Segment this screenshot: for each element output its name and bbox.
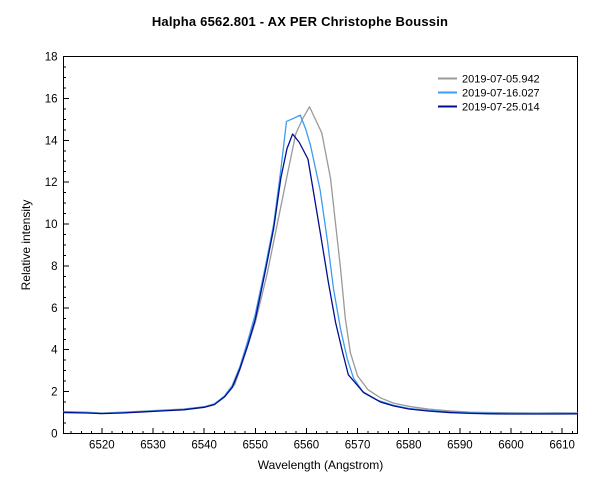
x-axis-tick-label: 6590 bbox=[447, 440, 473, 452]
x-axis-tick-label: 6600 bbox=[498, 440, 524, 452]
y-axis-tick-label: 18 bbox=[45, 52, 58, 64]
y-axis-tick-label: 4 bbox=[51, 345, 58, 357]
legend-label: 2019-07-05.942 bbox=[462, 74, 540, 86]
spectrum-line-2 bbox=[63, 133, 579, 415]
x-axis-tick-label: 6580 bbox=[396, 440, 422, 452]
x-axis-tick-label: 6540 bbox=[191, 440, 217, 452]
spectrum-line-0 bbox=[63, 106, 579, 414]
y-axis-tick-label: 16 bbox=[45, 93, 58, 105]
chart-title: Halpha 6562.801 - AX PER Christophe Bous… bbox=[151, 14, 449, 29]
x-axis-tick-label: 6550 bbox=[242, 440, 268, 452]
x-axis-tick-label: 6530 bbox=[140, 440, 166, 452]
y-axis-tick-label: 12 bbox=[45, 177, 58, 189]
x-axis-tick-label: 6520 bbox=[89, 440, 115, 452]
legend-label: 2019-07-25.014 bbox=[462, 102, 540, 114]
x-axis-label: Wavelength (Angstrom) bbox=[257, 458, 384, 472]
y-axis-tick-label: 14 bbox=[45, 135, 58, 147]
y-axis-tick-label: 0 bbox=[51, 429, 57, 441]
y-axis-tick-label: 8 bbox=[51, 261, 57, 273]
y-axis-tick-label: 2 bbox=[51, 387, 57, 399]
x-axis-tick-label: 6610 bbox=[549, 440, 575, 452]
spectrum-line-1 bbox=[63, 114, 579, 415]
x-axis-tick-label: 6560 bbox=[294, 440, 320, 452]
y-axis-tick-label: 6 bbox=[51, 303, 57, 315]
legend-label: 2019-07-16.027 bbox=[462, 88, 540, 100]
x-axis-tick-label: 6570 bbox=[345, 440, 371, 452]
y-axis-tick-label: 10 bbox=[45, 219, 58, 231]
